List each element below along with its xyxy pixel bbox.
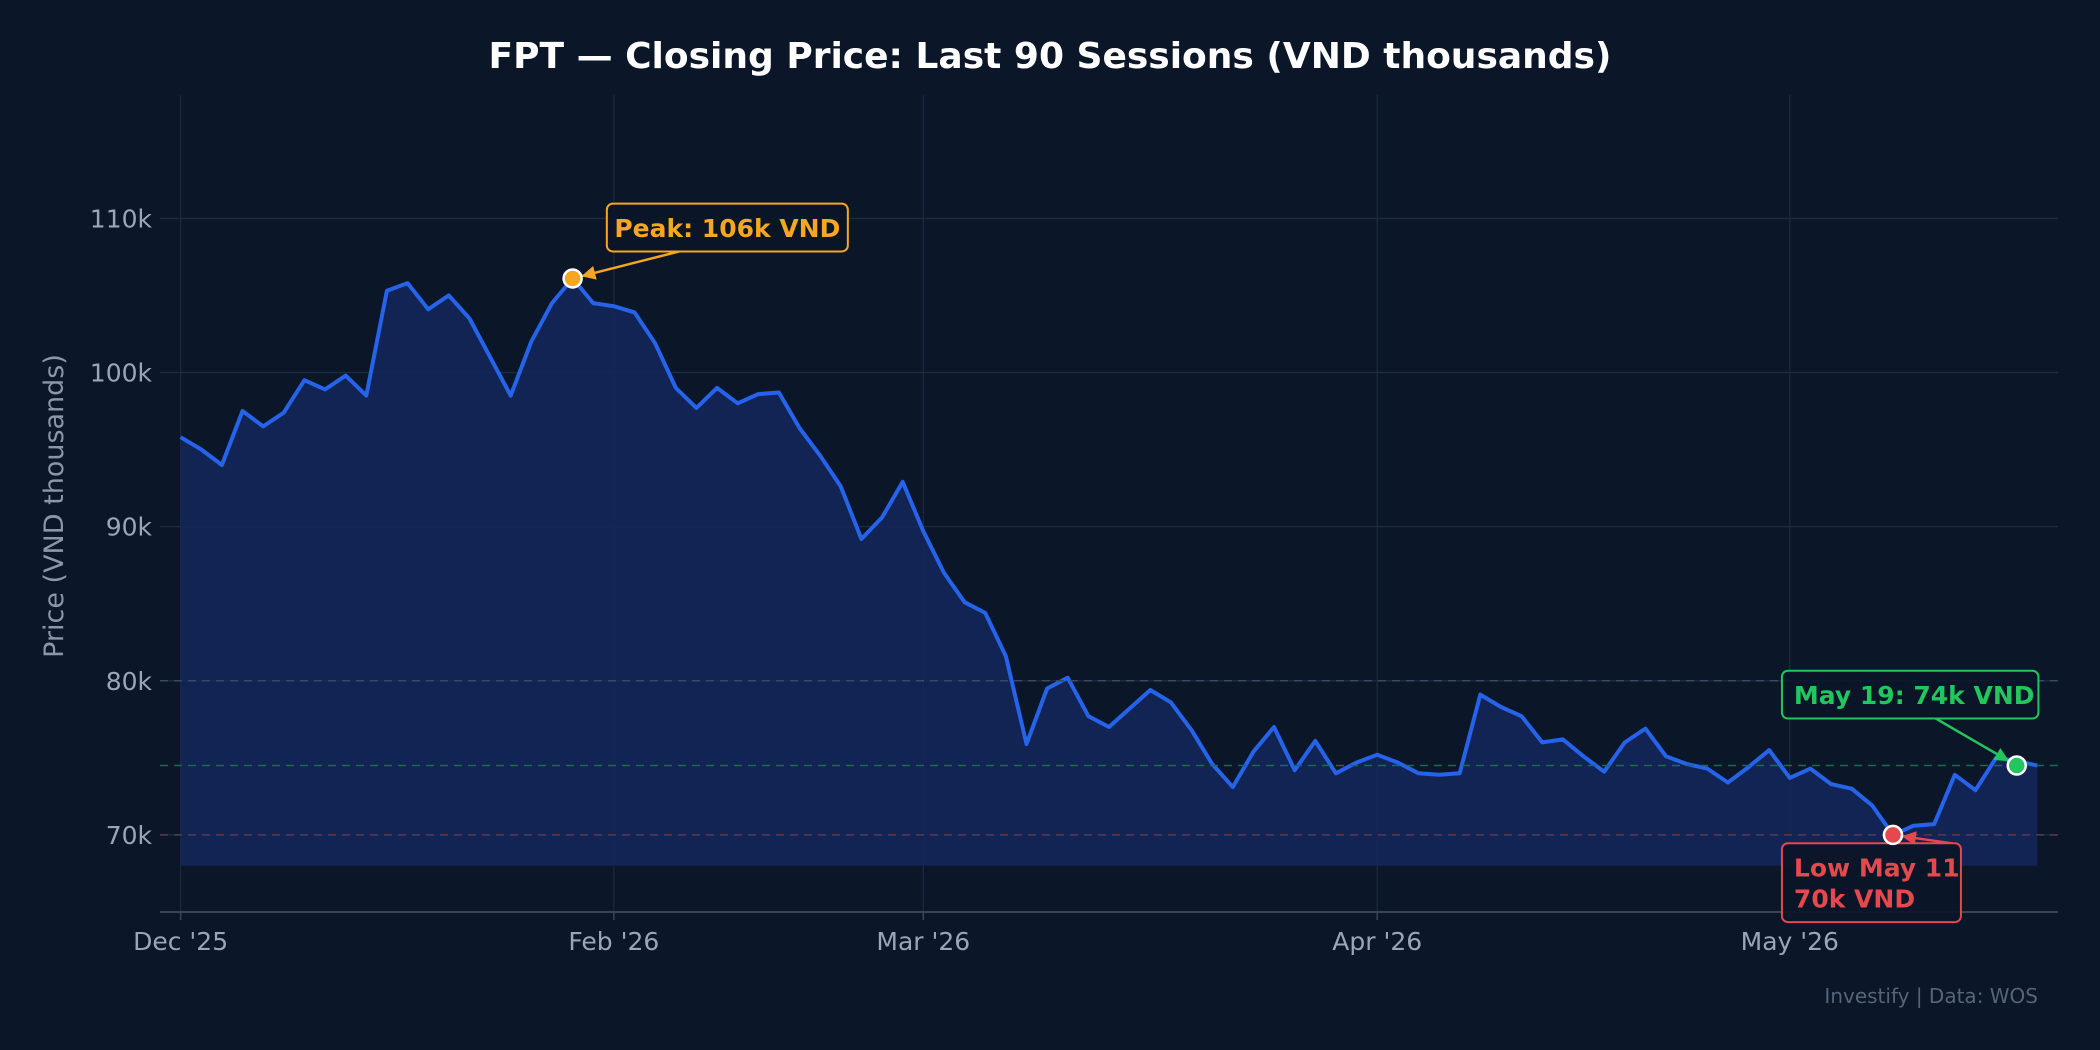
annotation-label: May 19: 74k VND: [1794, 681, 2035, 710]
y-tick-label: 80k: [106, 667, 153, 696]
y-tick-label: 70k: [106, 821, 153, 850]
x-tick-label: Feb '26: [568, 927, 659, 956]
y-tick-label: 90k: [106, 513, 153, 542]
annotation-box: [1780, 669, 2040, 720]
annotation-label: Peak: 106k VND: [614, 214, 840, 243]
x-tick-label: May '26: [1741, 927, 1839, 956]
last-marker: [2006, 755, 2027, 776]
x-tick-label: Dec '25: [133, 927, 228, 956]
x-tick-label: Mar '26: [876, 927, 970, 956]
chart-title: FPT — Closing Price: Last 90 Sessions (V…: [489, 36, 1612, 77]
annotation-arrowhead: [1993, 747, 2009, 762]
peak-annotation: Peak: 106k VND: [562, 202, 849, 289]
annotation-label: Low May 11: [1794, 854, 1960, 883]
annotation-arrowhead: [1901, 831, 1917, 846]
credit-text: Investify | Data: WOS: [1824, 984, 2038, 1008]
peak-marker: [562, 268, 583, 289]
annotation-arrowhead: [581, 266, 597, 280]
low-marker: [1882, 824, 1904, 846]
annotation-box: [605, 202, 849, 253]
y-tick-label: 110k: [90, 204, 153, 233]
annotation-box: [1780, 842, 1962, 924]
last-annotation: May 19: 74k VND: [1780, 669, 2040, 776]
axes: 70k 80k 90k 100k 110k Dec '25 Feb '26 Mar '26 Ap…: [90, 204, 2058, 956]
price-line: [179, 276, 2038, 837]
x-tick-label: Apr '26: [1332, 927, 1422, 956]
plot-area: [179, 276, 2038, 866]
y-axis-label: Price (VND thousands): [39, 354, 70, 658]
y-tick-label: 100k: [90, 358, 153, 387]
price-area-fill: [180, 278, 2038, 866]
annotation-label: 70k VND: [1794, 885, 1915, 914]
